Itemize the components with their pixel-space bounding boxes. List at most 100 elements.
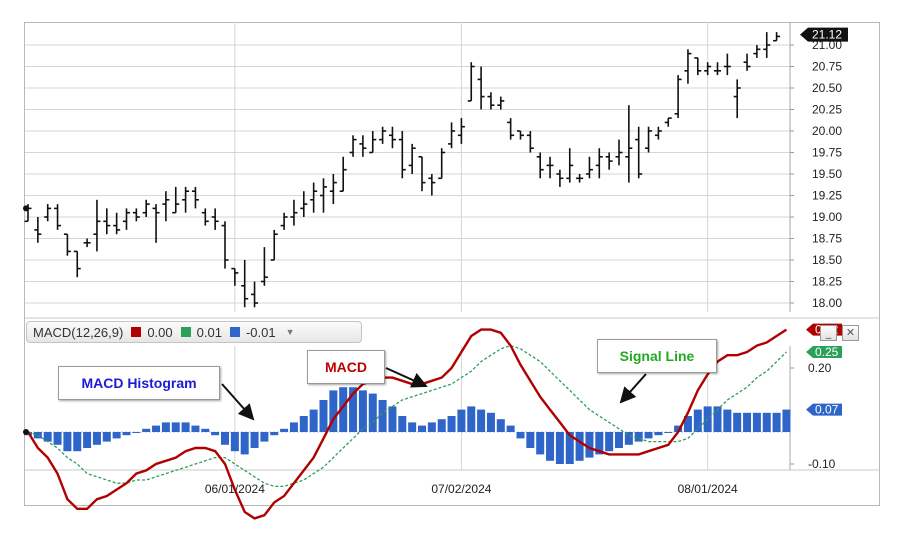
macd-value: 0.00 (147, 324, 173, 340)
histogram-bar (152, 425, 161, 432)
histogram-bar (723, 409, 732, 432)
histogram-bar (782, 409, 791, 432)
price-tick-label: 20.25 (812, 103, 842, 117)
histogram-bar (339, 387, 348, 432)
histogram-bar (43, 432, 52, 442)
histogram-bar (63, 432, 72, 452)
price-tick-label: 20.00 (812, 124, 842, 138)
histogram-bar (181, 422, 190, 432)
callout-macd-histogram: MACD Histogram (58, 366, 220, 400)
histogram-bar (240, 432, 249, 455)
signal-line (27, 344, 787, 488)
price-tick-label: 20.50 (812, 81, 842, 95)
macd-value-tag-shape (806, 403, 842, 416)
macd-line (26, 328, 788, 520)
histogram-bar (743, 412, 752, 432)
histogram-bar (358, 390, 367, 432)
macd-value-tag-label: 0.25 (815, 345, 839, 359)
histogram-bar (624, 432, 633, 445)
signal-swatch (180, 327, 191, 337)
macd-tick-label: -0.10 (808, 457, 836, 471)
histogram-bar (201, 428, 210, 432)
histogram-bar (388, 406, 397, 432)
price-tick-label: 19.00 (812, 210, 842, 224)
macd-swatch (131, 327, 142, 337)
histogram-bar (772, 412, 781, 432)
price-grid (25, 22, 794, 470)
histogram-bar (733, 412, 742, 432)
histogram-bar (319, 400, 328, 432)
histogram-bar (674, 425, 683, 432)
histogram-bar (122, 432, 131, 436)
histogram-bar (53, 432, 62, 445)
histogram-bar (171, 422, 180, 432)
indicator-label: MACD(12,26,9) (33, 324, 124, 340)
indicator-selector[interactable]: MACD(12,26,9) 0.00 0.01 -0.01 ▼ (26, 321, 362, 343)
callout-arrow-histogram (221, 383, 255, 421)
histogram-bar (161, 422, 170, 432)
price-tag-shape (800, 27, 848, 42)
ohlc-bars (24, 32, 781, 308)
histogram-bar (280, 428, 289, 432)
caret-down-icon[interactable]: ▼ (285, 327, 295, 337)
histogram-bar (565, 432, 574, 464)
histogram-bar (221, 432, 229, 445)
histogram-bar (506, 425, 515, 432)
minimize-button[interactable]: _ (820, 325, 837, 341)
histogram-bar (536, 432, 545, 455)
histogram-bar (329, 390, 338, 432)
histogram-bar (575, 432, 584, 461)
histogram-bar (142, 428, 151, 432)
histogram-bar (447, 416, 456, 432)
price-tick-label: 19.75 (812, 146, 842, 160)
histogram-value: -0.01 (245, 324, 276, 340)
histogram-bar (230, 432, 239, 452)
histogram-bar (752, 412, 761, 432)
callout-macd: MACD (307, 350, 385, 384)
histogram-bar (555, 432, 564, 464)
callout-arrow-signal (619, 373, 647, 404)
histogram-bar (92, 432, 101, 445)
price-tick-label: 19.50 (812, 167, 842, 181)
histogram-bar (83, 432, 92, 448)
histogram-bar (713, 406, 722, 432)
histogram-bar (457, 409, 466, 432)
histogram-bar (477, 409, 486, 432)
histogram-bar (683, 416, 692, 432)
histogram-bar (191, 425, 200, 432)
histogram-bar (289, 422, 298, 432)
histogram-bar (437, 419, 446, 432)
x-tick-label: 08/01/2024 (678, 482, 738, 496)
histogram-bar (664, 432, 673, 433)
histogram-bar (211, 432, 220, 436)
price-tag-label: 21.12 (812, 28, 842, 42)
histogram-bar (73, 432, 82, 452)
price-tick-label: 19.25 (812, 189, 842, 203)
histogram-bar (250, 432, 259, 448)
price-tick-label: 18.75 (812, 232, 842, 246)
histogram-bar (595, 432, 604, 455)
callout-arrow-macd (385, 367, 428, 388)
callout-signal-line: Signal Line (597, 339, 717, 373)
histogram-bar (368, 393, 377, 432)
histogram-swatch (229, 327, 240, 337)
histogram-bar (585, 432, 594, 458)
histogram-bar (467, 406, 476, 432)
signal-value: 0.01 (196, 324, 222, 340)
histogram-bar (615, 432, 623, 448)
histogram-bar (546, 432, 555, 461)
macd-value-tag-label: 0.07 (815, 403, 839, 417)
histogram-bar (634, 432, 643, 442)
macd-histogram (24, 387, 791, 464)
x-tick-label: 06/01/2024 (205, 482, 265, 496)
close-button[interactable]: ✕ (842, 325, 859, 341)
histogram-bar (427, 422, 436, 432)
histogram-bar (605, 432, 614, 452)
histogram-bar (644, 432, 653, 439)
histogram-bar (378, 400, 387, 432)
histogram-bar (408, 422, 417, 432)
histogram-bar (349, 387, 358, 432)
histogram-bar (496, 419, 505, 432)
histogram-bar (398, 416, 407, 432)
